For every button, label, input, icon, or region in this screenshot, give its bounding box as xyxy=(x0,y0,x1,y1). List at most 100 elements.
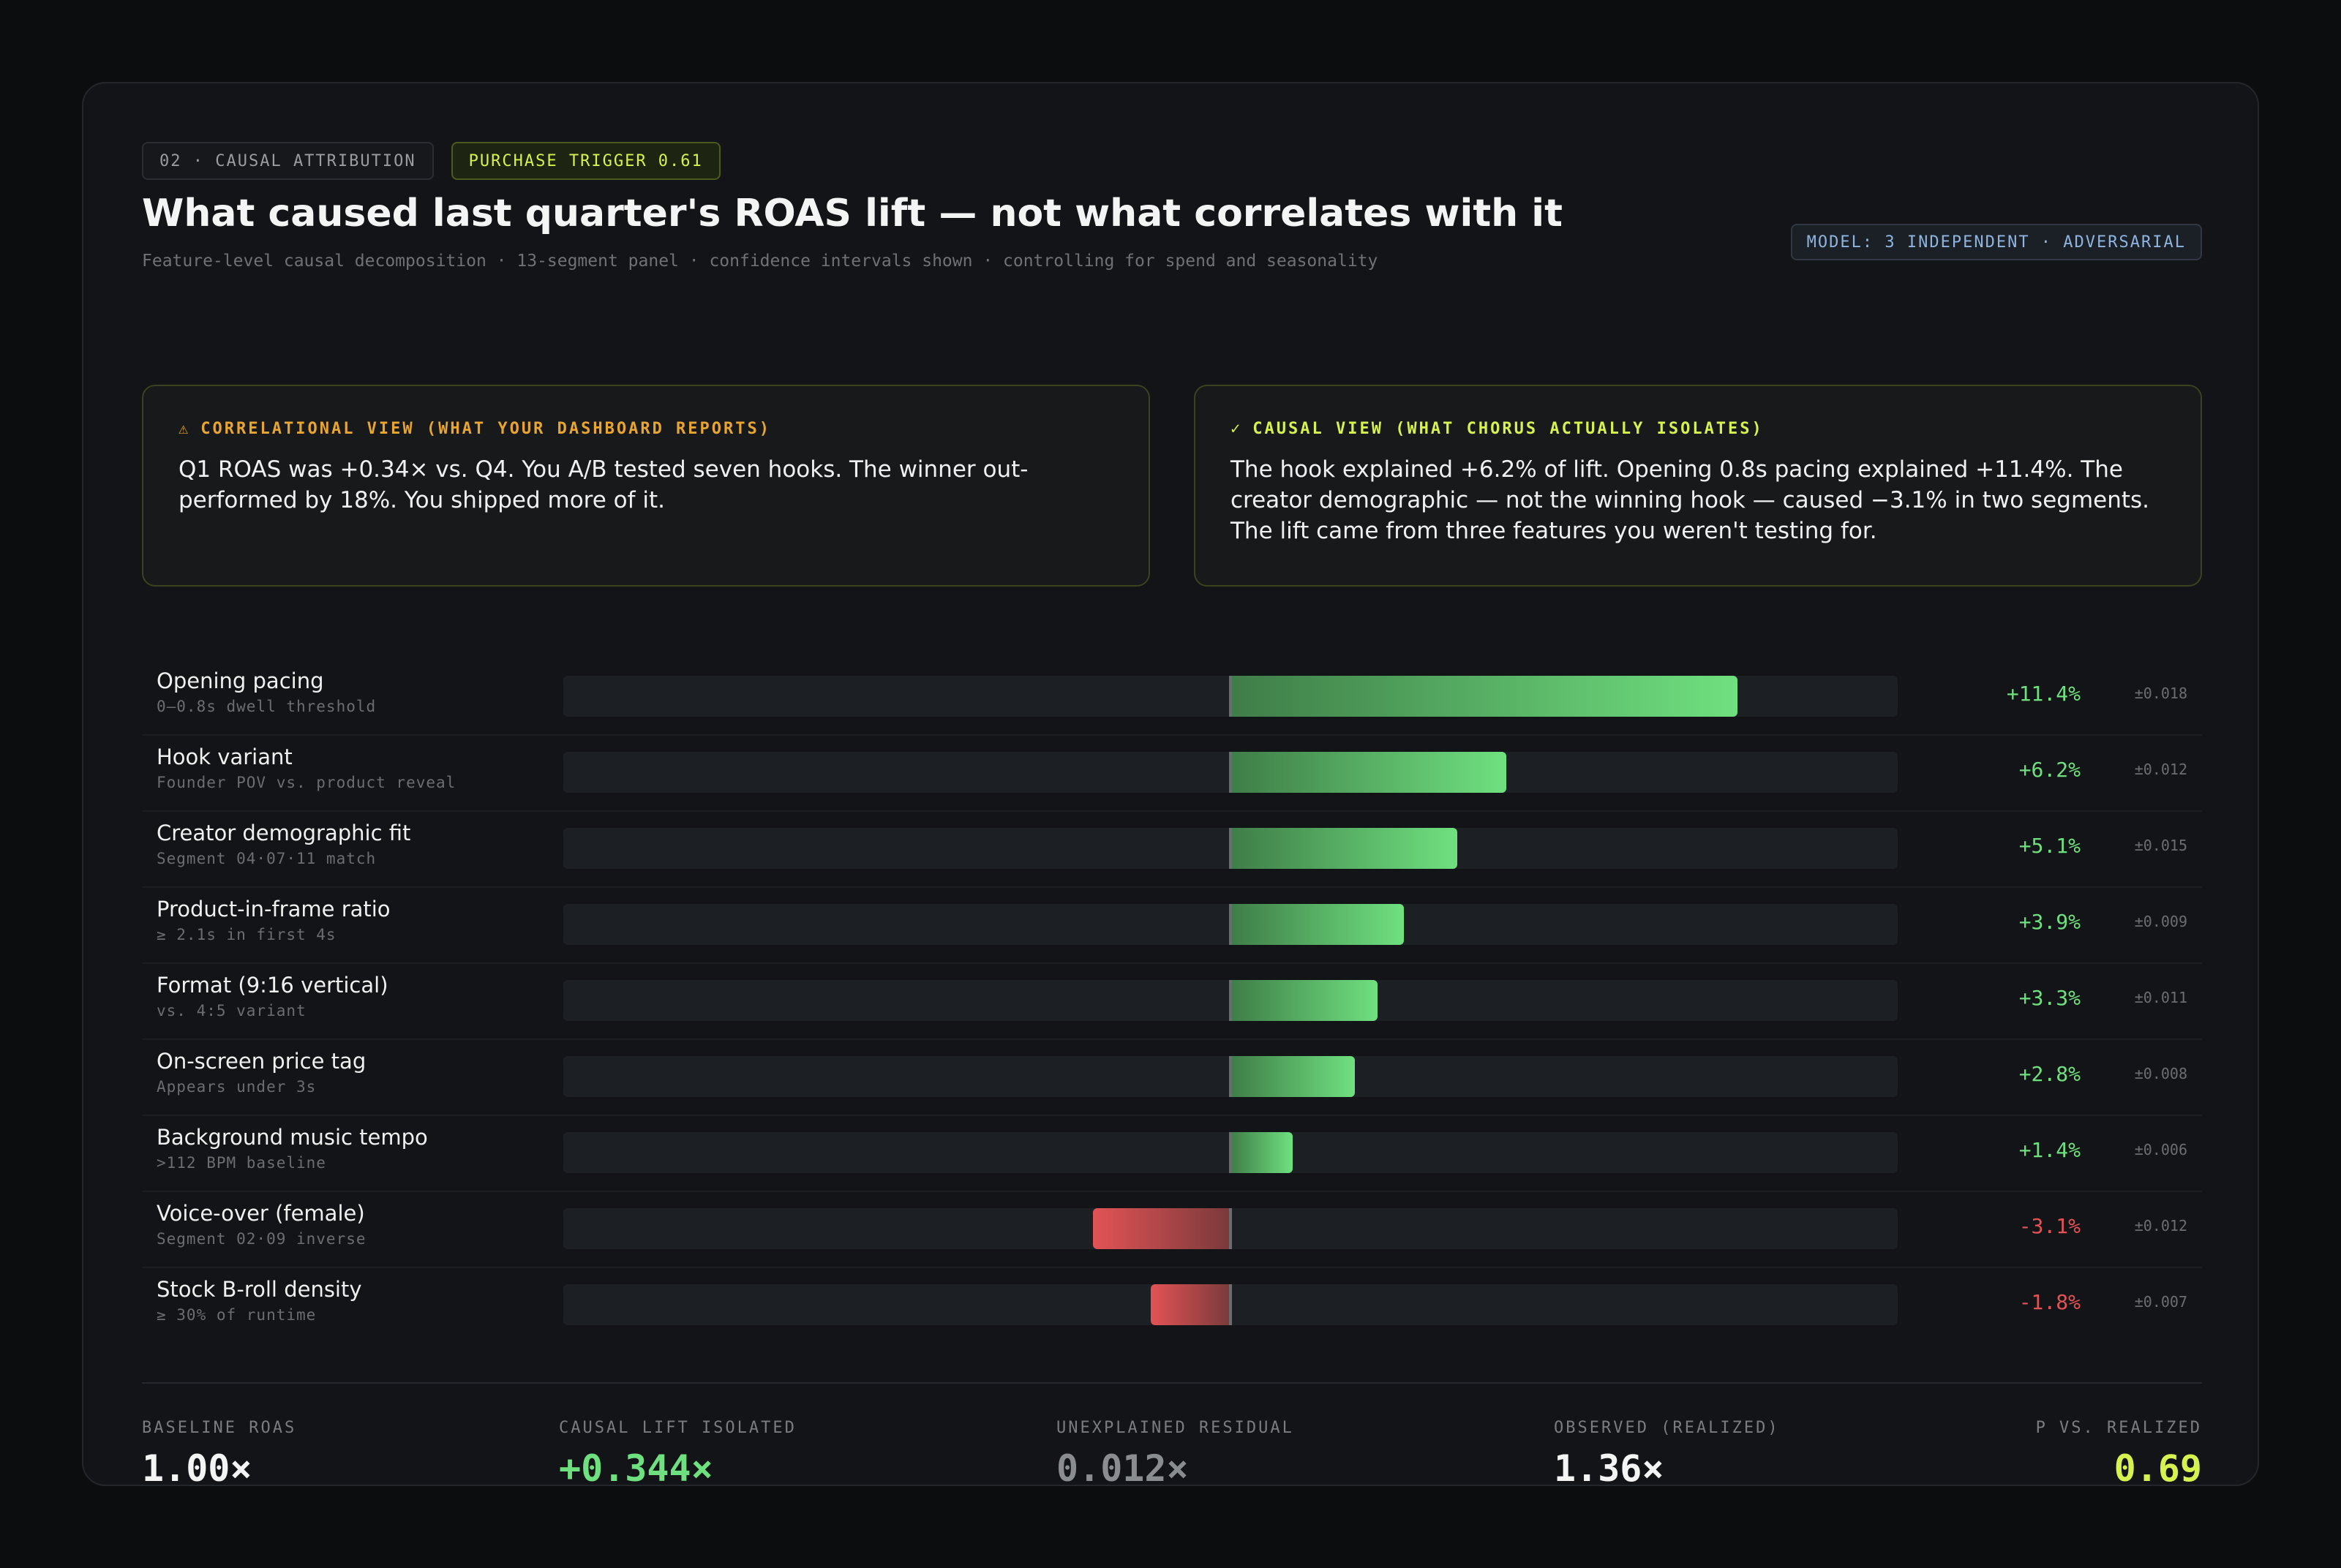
bar xyxy=(1230,752,1506,793)
causal-view-heading: ✓ CAUSAL VIEW (WHAT CHORUS ACTUALLY ISOL… xyxy=(1230,420,2165,438)
correlational-view-body: Q1 ROAS was +0.34× vs. Q4. You A/B teste… xyxy=(179,456,1029,513)
confidence-interval: ±0.011 xyxy=(2134,989,2187,1006)
data-label: -1.8% xyxy=(2018,1290,2081,1314)
bar-track xyxy=(563,1208,1898,1249)
bar-row: Format (9:16 vertical) vs. 4:5 variant +3.… xyxy=(142,964,2202,1040)
feature-description: Founder POV vs. product reveal xyxy=(157,774,456,791)
zero-baseline xyxy=(1229,1284,1232,1325)
confidence-interval: ±0.009 xyxy=(2134,913,2187,930)
page-title: What caused last quarter's ROAS lift — n… xyxy=(142,192,1563,235)
stats-divider xyxy=(142,1382,2202,1384)
confidence-interval: ±0.018 xyxy=(2134,685,2187,702)
bar-track xyxy=(563,1284,1898,1325)
stat-label: OBSERVED (REALIZED) xyxy=(1554,1419,1780,1437)
data-label: +6.2% xyxy=(2018,758,2081,782)
confidence-interval: ±0.015 xyxy=(2134,837,2187,854)
stat-label: CAUSAL LIFT ISOLATED xyxy=(559,1419,797,1437)
correlational-view-heading: ⚠ CORRELATIONAL VIEW (WHAT YOUR DASHBOAR… xyxy=(179,420,1113,438)
feature-name: Format (9:16 vertical) xyxy=(157,973,388,998)
feature-label: On-screen price tag Appears under 3s xyxy=(157,1049,537,1096)
bar-row: On-screen price tag Appears under 3s +2.8%… xyxy=(142,1040,2202,1116)
zero-baseline xyxy=(1229,904,1232,945)
bar xyxy=(1230,676,1738,717)
view-panels: ⚠ CORRELATIONAL VIEW (WHAT YOUR DASHBOAR… xyxy=(142,385,2202,587)
feature-label: Creator demographic fit Segment 04·07·11 … xyxy=(157,821,537,867)
zero-baseline xyxy=(1229,1208,1232,1249)
data-label: +2.8% xyxy=(2018,1062,2081,1086)
attribution-card: 02 · CAUSAL ATTRIBUTION PURCHASE TRIGGER… xyxy=(82,82,2259,1490)
confidence-interval: ±0.012 xyxy=(2134,761,2187,778)
stat-value: 0.012× xyxy=(1056,1447,1189,1490)
data-label: +5.1% xyxy=(2018,834,2081,858)
zero-baseline xyxy=(1229,828,1232,869)
data-label: -3.1% xyxy=(2018,1214,2081,1238)
bar-row: Stock B-roll density ≥ 30% of runtime -1.8… xyxy=(142,1268,2202,1344)
feature-name: Background music tempo xyxy=(157,1125,428,1150)
feature-label: Opening pacing 0–0.8s dwell threshold xyxy=(157,668,537,715)
bar-row: Hook variant Founder POV vs. product reve… xyxy=(142,736,2202,812)
confidence-interval: ±0.012 xyxy=(2134,1217,2187,1235)
confidence-interval: ±0.008 xyxy=(2134,1065,2187,1082)
feature-name: Product-in-frame ratio xyxy=(157,897,391,921)
zero-baseline xyxy=(1229,676,1232,717)
feature-label: Product-in-frame ratio ≥ 2.1s in first 4s xyxy=(157,897,537,943)
attribution-bar-chart: Opening pacing 0–0.8s dwell threshold +11.… xyxy=(142,660,2202,1344)
stat-value: 1.00× xyxy=(142,1447,252,1490)
stat-p-vs-realized: P VS. REALIZED 0.69 xyxy=(2036,1419,2202,1490)
stat-label: BASELINE ROAS xyxy=(142,1419,297,1437)
stat-baseline-roas: BASELINE ROAS 1.00× xyxy=(142,1419,296,1490)
causal-view-body: The hook explained +6.2% of lift. Openin… xyxy=(1230,456,2150,544)
stat-value: +0.344× xyxy=(559,1447,713,1490)
stat-causal-lift: CAUSAL LIFT ISOLATED +0.344× xyxy=(559,1419,797,1490)
page-subtitle: Feature-level causal decomposition · 13-… xyxy=(142,252,1378,271)
feature-label: Format (9:16 vertical) vs. 4:5 variant xyxy=(157,973,537,1019)
section-tag: 02 · CAUSAL ATTRIBUTION xyxy=(142,142,434,180)
feature-name: Creator demographic fit xyxy=(157,821,411,845)
bar-row: Background music tempo >112 BPM baseline +… xyxy=(142,1116,2202,1192)
card-content: 02 · CAUSAL ATTRIBUTION PURCHASE TRIGGER… xyxy=(142,142,2202,1490)
zero-baseline xyxy=(1229,752,1232,793)
correlational-view-title: CORRELATIONAL VIEW (WHAT YOUR DASHBOARD … xyxy=(200,420,772,438)
header-tags: 02 · CAUSAL ATTRIBUTION PURCHASE TRIGGER… xyxy=(142,142,2202,180)
bar-row: Creator demographic fit Segment 04·07·11 … xyxy=(142,812,2202,888)
stat-unexplained-residual: UNEXPLAINED RESIDUAL 0.012× xyxy=(1056,1419,1294,1490)
bar-track xyxy=(563,828,1898,869)
stat-value: 1.36× xyxy=(1554,1447,1664,1490)
stat-label: UNEXPLAINED RESIDUAL xyxy=(1056,1419,1294,1437)
zero-baseline xyxy=(1229,1056,1232,1097)
stat-label: P VS. REALIZED xyxy=(2035,1419,2202,1437)
bar-row: Opening pacing 0–0.8s dwell threshold +11.… xyxy=(142,660,2202,736)
feature-description: vs. 4:5 variant xyxy=(157,1002,307,1019)
bar-row: Voice-over (female) Segment 02·09 inverse… xyxy=(142,1192,2202,1268)
warning-icon: ⚠ xyxy=(179,420,191,438)
bar-track xyxy=(563,1056,1898,1097)
causal-view-title: CAUSAL VIEW (WHAT CHORUS ACTUALLY ISOLAT… xyxy=(1252,420,1764,438)
model-badge: MODEL: 3 INDEPENDENT · ADVERSARIAL xyxy=(1790,224,2202,260)
bar xyxy=(1230,828,1458,869)
feature-name: Voice-over (female) xyxy=(157,1201,365,1226)
bar-track xyxy=(563,752,1898,793)
stat-value: 0.69 xyxy=(2113,1447,2202,1490)
feature-description: Segment 02·09 inverse xyxy=(157,1230,367,1248)
confidence-interval: ±0.006 xyxy=(2134,1141,2187,1158)
data-label: +3.9% xyxy=(2018,910,2081,934)
bar-row: Product-in-frame ratio ≥ 2.1s in first 4s… xyxy=(142,888,2202,964)
bar-track xyxy=(563,676,1898,717)
bar xyxy=(1230,980,1378,1021)
causal-view-panel: ✓ CAUSAL VIEW (WHAT CHORUS ACTUALLY ISOL… xyxy=(1194,385,2202,587)
bar xyxy=(1092,1208,1230,1249)
data-label: +11.4% xyxy=(2006,682,2081,706)
bar xyxy=(1230,1132,1293,1173)
bar xyxy=(1230,1056,1356,1097)
data-label: +1.4% xyxy=(2018,1138,2081,1162)
feature-label: Stock B-roll density ≥ 30% of runtime xyxy=(157,1277,537,1324)
bar-track xyxy=(563,904,1898,945)
correlational-view-panel: ⚠ CORRELATIONAL VIEW (WHAT YOUR DASHBOAR… xyxy=(142,385,1150,587)
zero-baseline xyxy=(1229,1132,1232,1173)
feature-name: Stock B-roll density xyxy=(157,1277,362,1302)
feature-label: Background music tempo >112 BPM baseline xyxy=(157,1125,537,1172)
check-icon: ✓ xyxy=(1230,420,1243,438)
bar xyxy=(1150,1284,1230,1325)
feature-label: Voice-over (female) Segment 02·09 inverse xyxy=(157,1201,537,1248)
bar-track xyxy=(563,1132,1898,1173)
